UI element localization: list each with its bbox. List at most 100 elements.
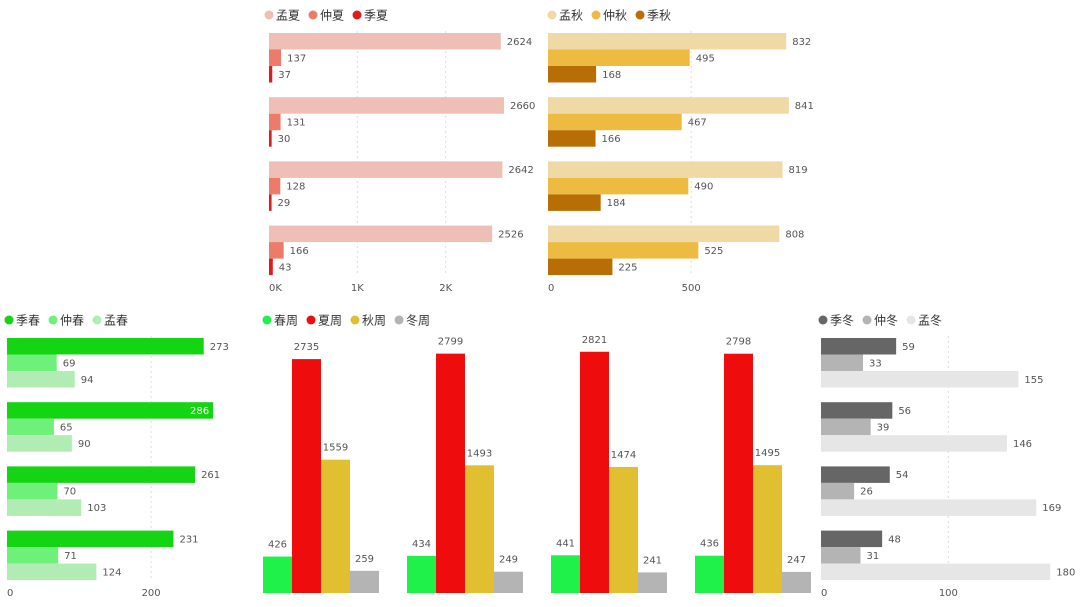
winter-tick-label-1: 100 <box>939 588 958 599</box>
summer-tick-label-1: 1K <box>351 283 364 294</box>
autumn-bar-2-1 <box>548 130 596 147</box>
weeks-value-label-2-3: 1495 <box>755 448 780 459</box>
summer-bar-1-2 <box>269 177 281 195</box>
summer-value-label-2-3: 43 <box>279 262 292 273</box>
winter-value-label-2-2: 169 <box>1042 503 1061 514</box>
spring-bar-0-3 <box>7 530 174 548</box>
winter-legend-marker-2 <box>906 315 916 325</box>
summer-legend-marker-1 <box>308 10 318 20</box>
winter-legend-label-1: 仲冬 <box>874 313 898 328</box>
spring-bar-0-0 <box>7 338 204 355</box>
winter-value-label-1-1: 39 <box>877 422 890 433</box>
spring-bar-2-2 <box>7 499 82 516</box>
weeks-value-label-2-1: 1493 <box>467 448 492 459</box>
winter-bar-2-3 <box>821 563 1051 581</box>
winter-bar-2-0 <box>821 371 1019 388</box>
weeks-bar-0-0 <box>263 556 292 593</box>
weeks-bar-3-0 <box>350 570 379 593</box>
autumn-value-label-0-3: 808 <box>785 229 804 240</box>
spring-value-label-1-1: 65 <box>60 422 73 433</box>
autumn-tick-label-0: 0 <box>548 283 554 294</box>
autumn-tick-label-1: 500 <box>682 283 701 294</box>
spring-value-label-1-2: 70 <box>63 487 76 498</box>
autumn-bar-2-0 <box>548 66 597 83</box>
winter-bar-0-2 <box>821 466 890 483</box>
winter-bar-1-0 <box>821 354 864 371</box>
summer-value-label-0-0: 2624 <box>507 37 532 48</box>
weeks-legend-marker-2 <box>350 315 360 325</box>
summer-value-label-1-0: 137 <box>287 53 306 64</box>
summer-legend-label-0: 孟夏 <box>276 9 300 23</box>
autumn-bar-1-3 <box>548 242 699 259</box>
weeks-bar-0-3 <box>695 555 724 593</box>
autumn-bar-0-3 <box>548 225 780 243</box>
summer-tick-label-2: 2K <box>439 283 452 294</box>
winter-value-label-1-0: 33 <box>869 358 882 369</box>
summer-bar-0-3 <box>269 225 493 243</box>
spring-bar-1-0 <box>7 354 57 371</box>
summer-value-label-1-1: 131 <box>287 117 306 128</box>
summer-value-label-1-2: 128 <box>286 182 305 193</box>
spring-tick-label-1: 200 <box>142 588 161 599</box>
autumn-bar-1-1 <box>548 113 682 131</box>
summer-bar-chart: 孟夏 仲夏 季夏 2624 137 37 2660 131 30 2642 128 29 2526 166… <box>264 9 535 294</box>
summer-legend-label-2: 季夏 <box>364 9 388 23</box>
weeks-bar-0-2 <box>551 555 580 593</box>
winter-value-label-0-2: 54 <box>896 470 909 481</box>
spring-bar-2-0 <box>7 371 75 388</box>
weeks-legend-label-2: 秋周 <box>362 314 386 328</box>
weeks-value-label-1-2: 2821 <box>582 335 607 346</box>
winter-value-label-2-1: 146 <box>1013 439 1032 450</box>
winter-value-label-2-0: 155 <box>1024 375 1043 386</box>
summer-bar-2-2 <box>269 194 272 211</box>
weeks-value-label-0-3: 436 <box>700 539 719 550</box>
spring-legend-marker-0 <box>4 315 14 325</box>
weeks-bar-0-1 <box>407 555 436 593</box>
weeks-legend-label-3: 冬周 <box>406 313 430 328</box>
autumn-legend-label-0: 孟秋 <box>559 9 583 23</box>
spring-tick-label-0: 0 <box>7 588 13 599</box>
autumn-bar-2-2 <box>548 194 601 211</box>
winter-legend-marker-0 <box>818 315 828 325</box>
winter-bar-1-2 <box>821 482 855 500</box>
spring-legend-marker-2 <box>92 315 102 325</box>
spring-value-label-0-2: 261 <box>201 470 220 481</box>
spring-value-label-2-2: 103 <box>87 503 106 514</box>
weeks-bar-2-3 <box>753 465 782 593</box>
weeks-legend-label-0: 春周 <box>274 314 298 328</box>
weeks-value-label-2-2: 1474 <box>611 450 636 461</box>
autumn-bar-2-3 <box>548 258 613 276</box>
spring-legend-label-2: 孟春 <box>104 314 128 328</box>
summer-value-label-1-3: 166 <box>290 246 309 257</box>
summer-bar-2-0 <box>269 66 273 83</box>
spring-value-label-0-0: 273 <box>210 342 229 353</box>
autumn-bar-0-0 <box>548 33 787 50</box>
weeks-bar-2-2 <box>609 466 638 593</box>
weeks-bar-1-1 <box>436 353 465 593</box>
spring-bar-0-1 <box>7 402 214 419</box>
weeks-legend-marker-0 <box>262 315 272 325</box>
spring-bar-1-1 <box>7 418 54 436</box>
spring-bar-0-2 <box>7 466 196 483</box>
summer-tick-label-0: 0K <box>269 283 282 294</box>
summer-value-label-0-3: 2526 <box>498 229 523 240</box>
autumn-value-label-1-3: 525 <box>704 246 723 257</box>
spring-bar-chart: 季春 仲春 孟春 273 69 94 286 65 90 261 70 103 231 71 124 0 200 <box>4 314 229 599</box>
summer-value-label-0-2: 2642 <box>508 165 533 176</box>
summer-legend-marker-0 <box>264 10 274 20</box>
spring-value-label-1-0: 69 <box>63 358 76 369</box>
spring-bar-2-1 <box>7 435 72 452</box>
winter-bar-0-0 <box>821 338 897 355</box>
winter-legend-marker-1 <box>862 315 872 325</box>
autumn-bar-0-1 <box>548 97 789 114</box>
winter-value-label-0-1: 56 <box>898 406 911 417</box>
winter-legend-label-0: 季冬 <box>830 313 854 328</box>
winter-value-label-1-2: 26 <box>860 487 873 498</box>
winter-legend-label-2: 孟冬 <box>918 313 942 328</box>
summer-bar-1-3 <box>269 242 284 259</box>
summer-value-label-0-1: 2660 <box>510 101 535 112</box>
winter-value-label-0-3: 48 <box>888 534 901 545</box>
autumn-value-label-2-0: 168 <box>602 70 621 81</box>
weeks-bar-2-0 <box>321 459 350 593</box>
autumn-legend-label-2: 季秋 <box>647 9 671 23</box>
